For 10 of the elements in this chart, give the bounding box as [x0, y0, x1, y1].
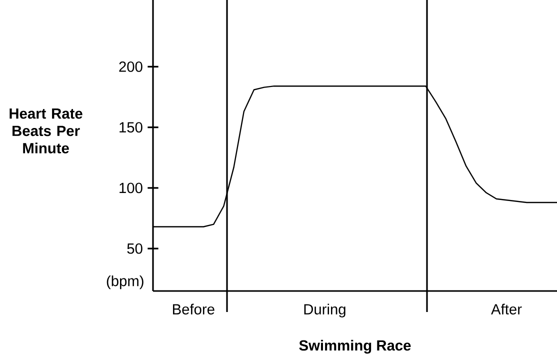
y-tick-label: 100: [120, 182, 142, 194]
y-tick-label: 200: [119, 62, 142, 72]
x-tick-label: During: [304, 304, 346, 318]
x-tick-label: After: [491, 304, 522, 314]
y-tick-label: 150: [120, 122, 142, 133]
text: (bpm): [106, 275, 144, 290]
x-tick-label: Before: [173, 304, 214, 314]
y-axis-title: Heart Rate Beats Per Minute: [10, 108, 82, 154]
x-axis-title: Swimming Race: [299, 340, 411, 354]
y-tick-label: 50: [127, 243, 142, 254]
